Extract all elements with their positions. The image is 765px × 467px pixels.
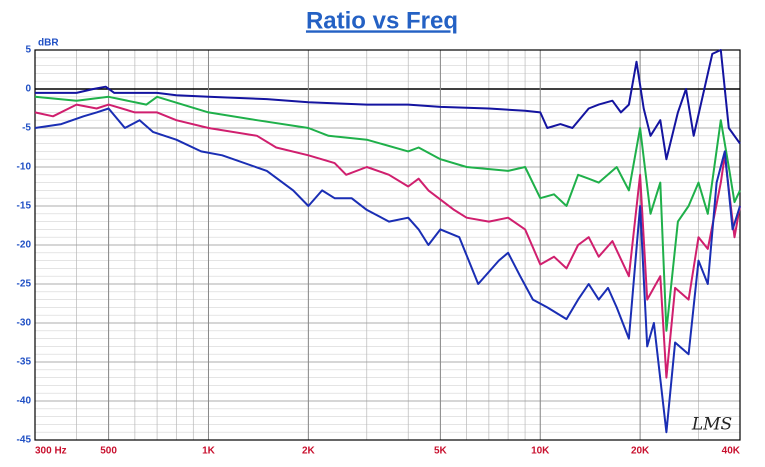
y-tick-label: 0 <box>25 84 31 95</box>
x-tick-label: 10K <box>531 446 550 457</box>
x-tick-label: 40K <box>722 446 741 457</box>
x-tick-label: 2K <box>302 446 316 457</box>
chart-title: Ratio vs Freq <box>306 7 458 34</box>
x-tick-label: 300 Hz <box>35 446 67 457</box>
y-tick-label: -40 <box>17 396 32 407</box>
x-tick-label: 500 <box>100 446 117 457</box>
y-axis-label: dBR <box>38 38 59 49</box>
x-tick-label: 20K <box>631 446 650 457</box>
plot-border <box>34 49 741 441</box>
y-tick-label: -15 <box>17 201 32 212</box>
y-tick-label: 5 <box>25 45 31 56</box>
y-tick-label: -45 <box>17 435 32 446</box>
y-tick-label: -25 <box>17 279 32 290</box>
y-tick-label: -20 <box>17 240 32 251</box>
y-tick-label: -10 <box>17 162 32 173</box>
series-line <box>34 107 741 434</box>
series-line <box>34 95 741 332</box>
y-tick-label: -30 <box>17 318 32 329</box>
x-tick-label: 5K <box>434 446 448 457</box>
y-tick-label: -5 <box>22 123 31 134</box>
series-line <box>34 103 741 379</box>
x-tick-label: 1K <box>202 446 216 457</box>
annotation: LMS <box>691 415 732 435</box>
y-tick-label: -35 <box>17 357 32 368</box>
series-line <box>35 49 741 161</box>
